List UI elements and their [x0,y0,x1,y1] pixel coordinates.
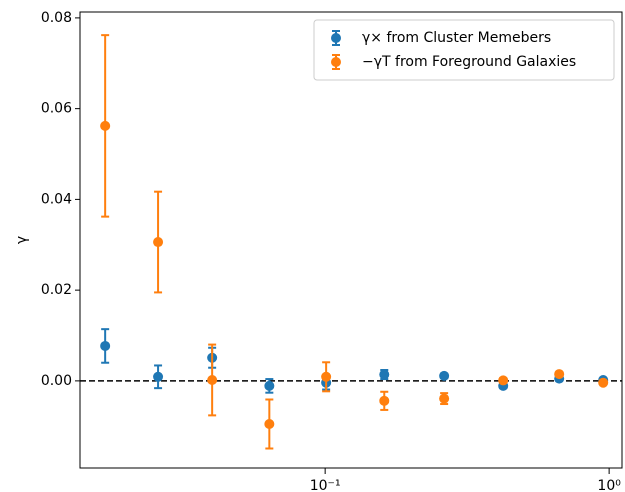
data-point [439,370,450,381]
plot-frame [79,11,623,469]
legend-label: −γT from Foreground Galaxies [362,54,576,70]
x-tick-label: 10⁰ [597,478,621,492]
x-tick-label: 10⁻¹ [310,478,341,492]
data-point [100,120,111,131]
data-point [153,371,164,382]
data-point [153,237,164,248]
y-tick-label: 0.00 [41,373,72,389]
y-tick-label: 0.06 [41,101,72,117]
data-point [598,377,609,388]
data-point [264,380,275,391]
data-point [264,418,275,429]
legend-box [313,19,615,81]
legend-label: γ× from Cluster Memebers [362,30,551,46]
y-tick-label: 0.04 [41,191,72,207]
data-point [439,393,450,404]
data-point [207,374,218,385]
y-axis-label: γ [14,236,30,244]
y-tick-label: 0.08 [41,10,72,26]
data-point [554,369,565,380]
legend-marker [331,57,341,67]
data-point [498,375,509,386]
data-point [379,395,390,406]
y-tick-label: 0.02 [41,282,72,298]
data-point [100,340,111,351]
legend-marker [331,33,341,43]
data-point [379,369,390,380]
data-point [321,371,332,382]
